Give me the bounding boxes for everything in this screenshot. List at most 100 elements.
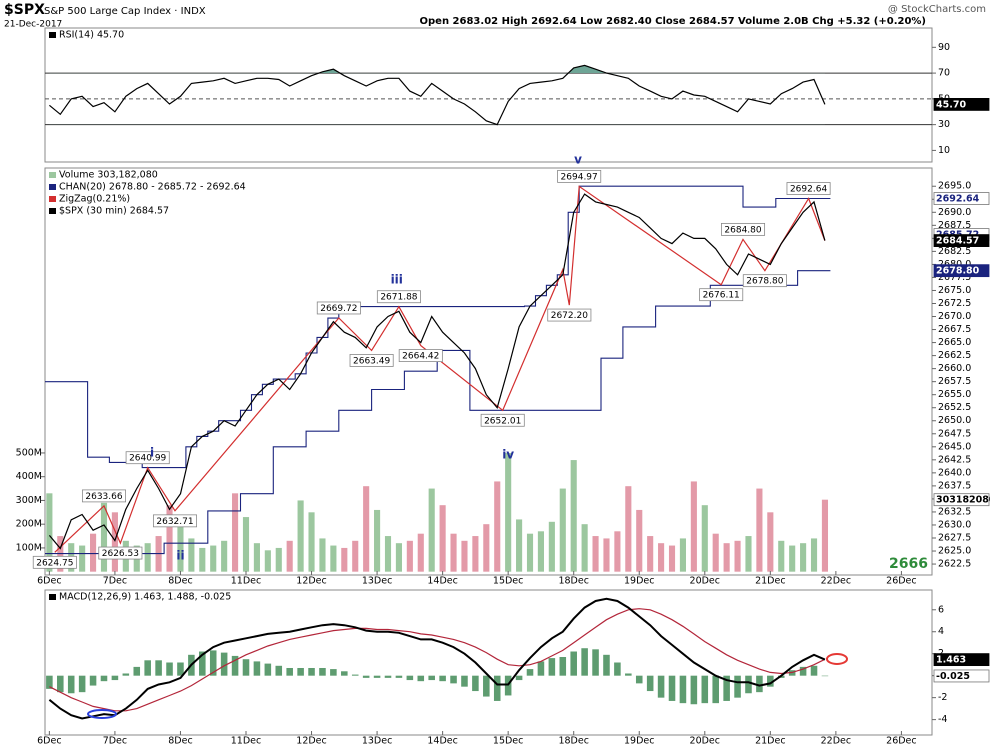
volume-bar <box>592 536 599 572</box>
x-tick-label: 18Dec <box>558 576 588 587</box>
pivot-box <box>316 301 361 315</box>
histogram-bar <box>450 675 457 684</box>
histogram-bar <box>504 675 512 696</box>
volume-bar <box>352 540 359 572</box>
pivot-box <box>152 514 197 528</box>
volume-bar <box>374 509 381 572</box>
pivot-label: 2671.88 <box>380 293 417 303</box>
volume-bar <box>308 512 315 572</box>
x-tick-label: 14Dec <box>427 576 457 587</box>
volume-bar <box>603 538 610 572</box>
volume-bar <box>821 499 829 572</box>
volume-bar <box>559 488 566 572</box>
volume-bar <box>253 543 260 572</box>
volume-bar <box>341 547 348 572</box>
legend-label: $SPX (30 min) 2684.57 <box>59 206 169 217</box>
legend-swatch <box>49 32 56 38</box>
legend-swatch <box>49 184 56 190</box>
histogram-bar <box>799 666 807 676</box>
histogram-bar <box>155 660 162 676</box>
histogram-bar <box>745 675 752 694</box>
histogram-bar <box>231 655 239 676</box>
volume-bar <box>297 500 304 572</box>
last-value-label: 2684.57 <box>936 236 979 247</box>
y-tick-label: 2630.0 <box>938 519 971 530</box>
pivot-box <box>480 413 525 427</box>
histogram-bar <box>319 667 326 676</box>
volume-bar <box>242 517 250 572</box>
histogram-bar <box>767 675 774 687</box>
pivot-label: 2632.71 <box>156 517 193 527</box>
histogram-bar <box>297 667 304 676</box>
y-tick-label: 2677.5 <box>938 272 971 283</box>
highlight-ellipse <box>87 709 117 719</box>
pivot-box <box>125 451 170 465</box>
pivot-box <box>376 290 421 304</box>
y-tick-label: 2695.0 <box>938 181 971 192</box>
volume-bar <box>461 540 468 572</box>
histogram-bar <box>472 675 479 692</box>
y-tick-label: 90 <box>938 42 950 53</box>
x-tick-label: 13Dec <box>362 576 392 587</box>
histogram-bar <box>756 675 763 693</box>
volume-bar <box>767 512 774 572</box>
legend-label: MACD(12,26,9) 1.463, 1.488, -0.025 <box>59 592 231 603</box>
volume-bar <box>90 533 97 572</box>
y-tick-label: 2652.5 <box>938 402 971 413</box>
histogram-bar <box>78 675 86 693</box>
x-tick-label: 22Dec <box>821 736 851 745</box>
histogram-bar <box>570 651 577 676</box>
pivot-box <box>398 349 443 363</box>
y-tick-label: -4 <box>938 714 947 725</box>
symbol: $SPX <box>4 2 45 18</box>
histogram-bar <box>46 675 53 689</box>
histogram-bar <box>483 675 490 697</box>
y-tick-label: 2670.0 <box>938 311 971 322</box>
pivot-label: 2669.72 <box>320 304 357 314</box>
x-tick-label: 20Dec <box>690 576 720 587</box>
level-fill <box>318 65 607 74</box>
volume-bar <box>625 486 632 572</box>
legend-swatch <box>49 208 56 214</box>
y-tick-label: 2637.5 <box>938 480 971 491</box>
y-tick-label: 2645.0 <box>938 441 971 452</box>
histogram-bar <box>199 651 206 676</box>
volume-bar <box>658 543 665 572</box>
line <box>49 608 826 712</box>
y-tick-label: 2682.5 <box>938 246 971 257</box>
date: 21-Dec-2017 <box>4 20 62 30</box>
volume-bar <box>100 502 108 572</box>
channel-upper <box>45 185 831 469</box>
x-tick-label: 20Dec <box>690 736 720 745</box>
volume-bar <box>668 545 676 572</box>
histogram-bar <box>614 662 621 676</box>
volume-bar <box>516 519 523 572</box>
x-tick-label: 22Dec <box>821 576 851 587</box>
volume-bar <box>581 524 588 572</box>
x-tick-label: 11Dec <box>231 736 261 745</box>
y-tick-label: 2625.0 <box>938 546 971 557</box>
x-tick-label: 6Dec <box>37 736 61 745</box>
histogram-bar <box>668 675 676 701</box>
legend-label: Volume 303,182,080 <box>59 170 158 181</box>
pivot-label: 2624.75 <box>36 558 73 568</box>
volume-bar <box>548 521 555 572</box>
y2-tick-label: 200M <box>16 519 42 530</box>
last-value-box <box>933 234 990 247</box>
pivot-label: 2676.11 <box>703 291 740 301</box>
histogram-bar <box>384 675 392 678</box>
pivot-box <box>98 546 143 560</box>
histogram-bar <box>690 675 698 705</box>
channel-lower <box>45 270 831 555</box>
last-value-label: 2678.80 <box>936 266 980 277</box>
histogram-bar <box>821 675 829 677</box>
volume-bar <box>526 533 534 572</box>
volume-bar <box>395 543 402 572</box>
histogram-bar <box>57 675 64 693</box>
volume-bar <box>286 540 293 572</box>
histogram-bar <box>220 652 228 676</box>
pivot-label: 2678.80 <box>746 277 783 287</box>
x-tick-label: 13Dec <box>362 736 392 745</box>
volume-bar <box>723 543 730 572</box>
